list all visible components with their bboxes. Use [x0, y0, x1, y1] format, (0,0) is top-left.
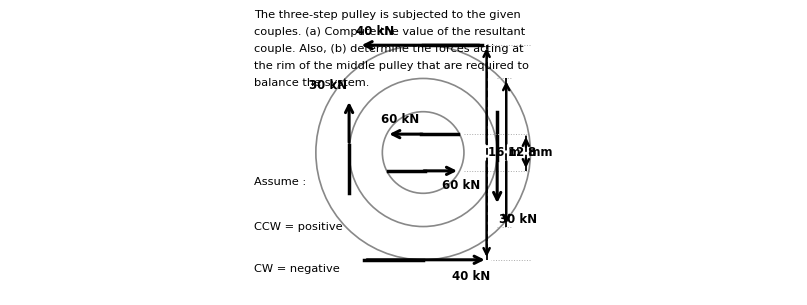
Text: 12 m: 12 m — [508, 146, 541, 159]
Text: 40 kN: 40 kN — [356, 25, 394, 38]
Text: 8 m: 8 m — [528, 146, 552, 159]
Text: 16 m: 16 m — [488, 146, 521, 159]
Text: 30 kN: 30 kN — [499, 213, 537, 226]
Text: 40 kN: 40 kN — [452, 270, 491, 283]
Text: CCW = positive: CCW = positive — [254, 222, 342, 232]
Text: 60 kN: 60 kN — [381, 113, 419, 126]
Text: Assume :: Assume : — [254, 177, 306, 187]
Text: The three-step pulley is subjected to the given
couples. (a) Compute the value o: The three-step pulley is subjected to th… — [254, 10, 529, 88]
Text: 30 kN: 30 kN — [309, 79, 348, 92]
Text: CW = negative: CW = negative — [254, 264, 340, 274]
Text: 60 kN: 60 kN — [441, 179, 479, 192]
